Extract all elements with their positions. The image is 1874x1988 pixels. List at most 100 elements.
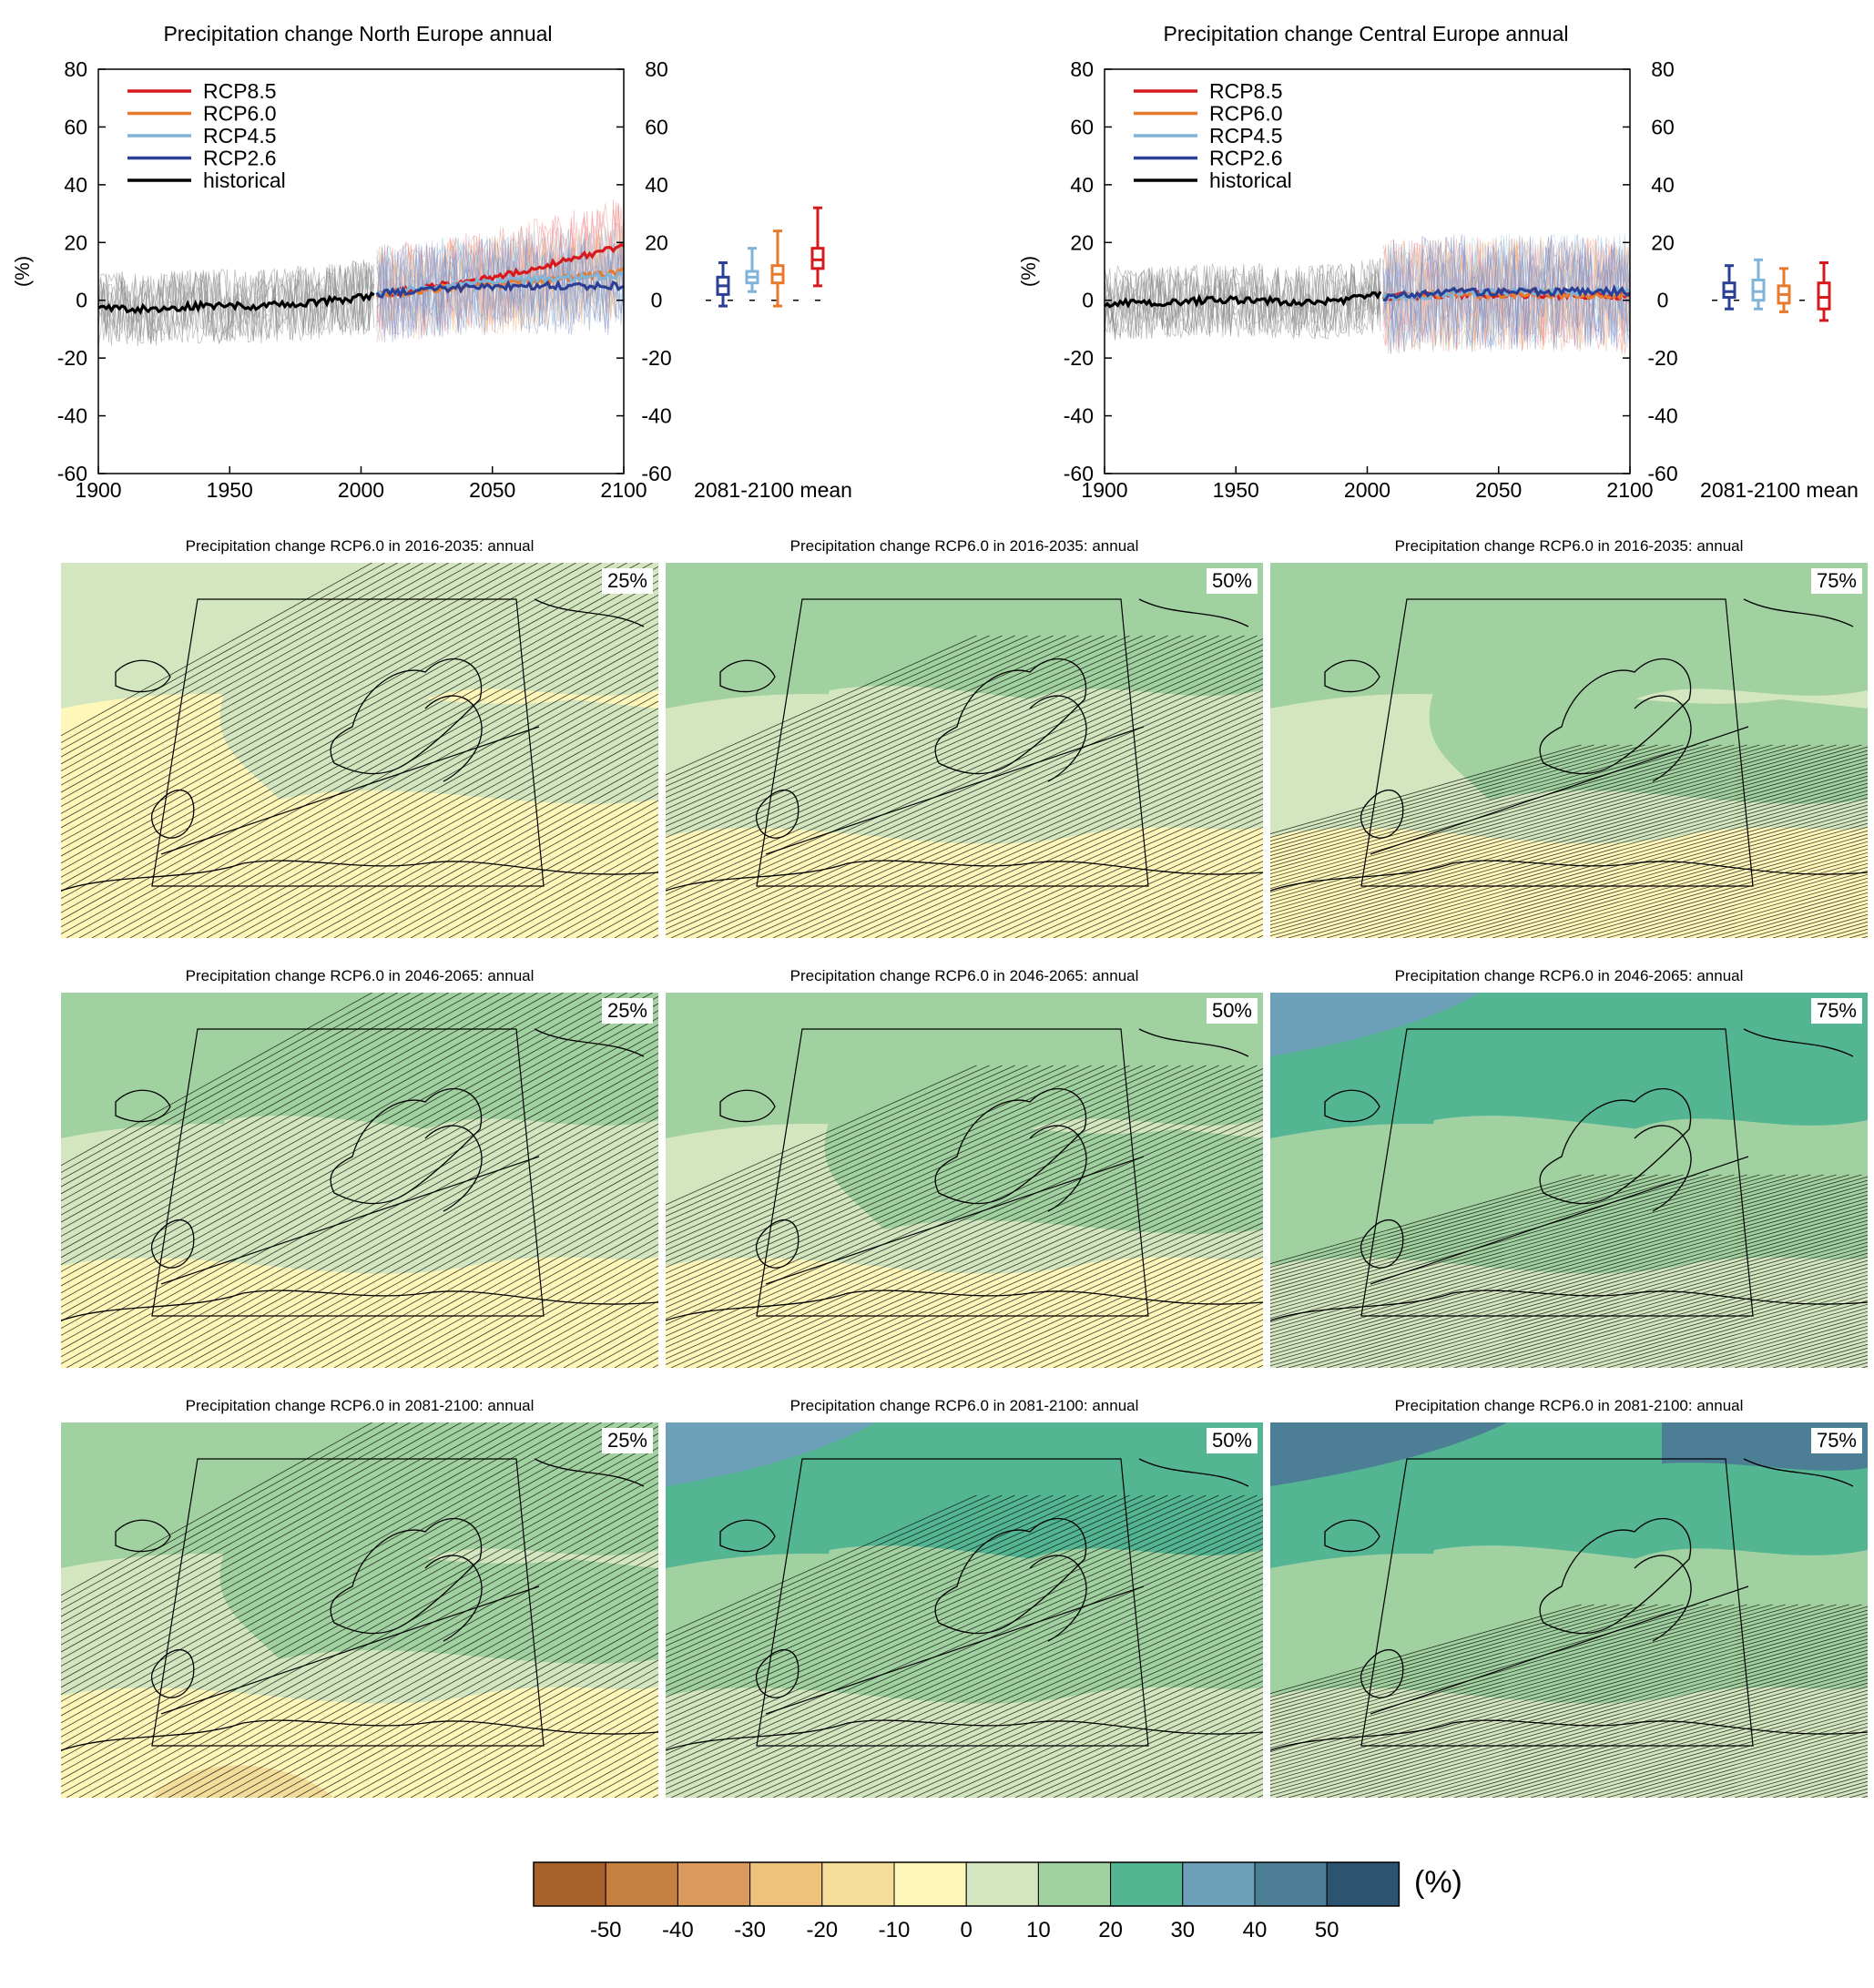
region-boundaries xyxy=(1360,1028,1754,1317)
hatching xyxy=(666,1065,1263,1368)
map-panel-r2-c0: 25% xyxy=(61,1422,658,1798)
y-tick-label: -60 xyxy=(1064,462,1094,485)
percentile-label: 75% xyxy=(1810,998,1862,1024)
ts-title-north: Precipitation change North Europe annual xyxy=(163,22,553,46)
y-tick-label: -40 xyxy=(57,404,87,428)
percentile-label: 75% xyxy=(1810,1428,1862,1453)
colorbar-swatch xyxy=(1326,1861,1400,1907)
colorbar-tick-label: 50 xyxy=(1314,1918,1339,1942)
hatching xyxy=(1270,1174,1868,1368)
region-boundaries xyxy=(756,1458,1149,1747)
colorbar xyxy=(533,1861,1400,1907)
map-title: Precipitation change RCP6.0 in 2016-2035… xyxy=(789,537,1139,555)
coastlines xyxy=(61,1028,658,1321)
coastlines xyxy=(666,1458,1263,1751)
map-title: Precipitation change RCP6.0 in 2081-2100… xyxy=(1394,1397,1744,1414)
precip-region-north xyxy=(61,563,658,709)
map-title: Precipitation change RCP6.0 in 2016-2035… xyxy=(185,537,535,555)
percentile-label: 25% xyxy=(601,568,653,594)
coastlines xyxy=(61,598,658,892)
legend-label: RCP6.0 xyxy=(1209,102,1283,126)
y-tick-label: 60 xyxy=(1070,115,1094,138)
coastlines xyxy=(1270,598,1868,892)
y-tick-label: 80 xyxy=(64,57,87,81)
map-panel-r1-c2: 75% xyxy=(1270,993,1868,1368)
hatching xyxy=(1270,1604,1868,1798)
colorbar-tick-label: -20 xyxy=(806,1918,839,1942)
map-title: Precipitation change RCP6.0 in 2046-2065… xyxy=(185,967,535,984)
colorbar-swatch xyxy=(605,1861,678,1907)
colorbar-swatch xyxy=(965,1861,1039,1907)
y-tick-label: -20 xyxy=(57,346,87,370)
precip-region-south xyxy=(666,1257,1263,1368)
map-title: Precipitation change RCP6.0 in 2016-2035… xyxy=(1394,537,1744,555)
legend-label: historical xyxy=(1209,168,1292,192)
y-tick-label-right: -60 xyxy=(1647,462,1677,485)
colorbar-tick-label: -50 xyxy=(589,1918,622,1942)
legend-label: RCP2.6 xyxy=(203,147,277,170)
percentile-label: 50% xyxy=(1206,568,1258,594)
colorbar-swatch xyxy=(1110,1861,1184,1907)
y-tick-label-right: -20 xyxy=(641,346,671,370)
colorbar-swatch xyxy=(1037,1861,1112,1907)
colorbar-swatch xyxy=(533,1861,606,1907)
map-panel-r2-c1: 50% xyxy=(666,1422,1263,1798)
series-line-rcp26 xyxy=(375,279,625,299)
legend-label: historical xyxy=(203,168,286,192)
legend-label: RCP2.6 xyxy=(1209,147,1283,170)
y-tick-label-right: 20 xyxy=(1651,230,1675,254)
y-tick-label-right: 60 xyxy=(1651,115,1675,138)
y-tick-label-right: 80 xyxy=(645,57,668,81)
coastlines xyxy=(1270,1458,1868,1751)
x-tick-label: 1900 xyxy=(75,478,121,502)
region-boundaries xyxy=(756,1028,1149,1317)
x-tick-label: 1900 xyxy=(1081,478,1127,502)
x-tick-label: 1950 xyxy=(1213,478,1259,502)
x-tick-label: 1950 xyxy=(207,478,253,502)
hatching xyxy=(1270,744,1868,938)
y-tick-label-right: 60 xyxy=(645,115,668,138)
boxplot-axis-label: 2081-2100 mean xyxy=(1700,478,1859,502)
precip-region-northwest xyxy=(1270,563,1452,627)
y-tick-label: -20 xyxy=(1064,346,1094,370)
hatching xyxy=(666,1494,1263,1798)
legend-label: RCP8.5 xyxy=(203,79,277,103)
legend-label: RCP4.5 xyxy=(1209,124,1283,148)
boxplot-rcp60 xyxy=(1777,267,1791,313)
boxplot-rcp85 xyxy=(1817,260,1831,322)
map-panel-r0-c0: 25% xyxy=(61,563,658,938)
precip-region-mid xyxy=(824,686,1263,804)
region-boundaries xyxy=(1360,1458,1754,1747)
map-panel-r1-c0: 25% xyxy=(61,993,658,1368)
colorbar-swatch xyxy=(749,1861,823,1907)
ts-title-central: Precipitation change Central Europe annu… xyxy=(1163,22,1569,46)
series-line-rcp26 xyxy=(1382,284,1631,301)
map-title: Precipitation change RCP6.0 in 2081-2100… xyxy=(789,1397,1139,1414)
coastlines xyxy=(666,598,1263,892)
y-tick-label-right: -40 xyxy=(641,404,671,428)
coastlines xyxy=(61,1458,658,1751)
hatching xyxy=(666,635,1263,938)
region-boundaries xyxy=(1360,598,1754,887)
precip-region-mid xyxy=(1429,686,1868,804)
boxplot-axis-label: 2081-2100 mean xyxy=(694,478,852,502)
y-tick-label-right: 0 xyxy=(651,289,663,312)
region-boundaries xyxy=(756,598,1149,887)
legend-label: RCP6.0 xyxy=(203,102,277,126)
coastlines xyxy=(1270,1028,1868,1321)
region-boundaries xyxy=(151,1458,545,1747)
y-axis-label: (%) xyxy=(11,256,34,287)
precip-region-south xyxy=(666,827,1263,938)
precip-region-mid xyxy=(1429,1545,1868,1664)
colorbar-tick-label: 0 xyxy=(960,1918,973,1942)
y-tick-label-right: 40 xyxy=(1651,173,1675,197)
hatching xyxy=(61,993,658,1368)
x-tick-label: 2000 xyxy=(1344,478,1390,502)
y-tick-label: 20 xyxy=(1070,230,1094,254)
ensemble-spread xyxy=(1104,233,1631,355)
x-tick-label: 2100 xyxy=(1606,478,1653,502)
precip-region-south xyxy=(666,1687,1263,1798)
precip-region-northwest xyxy=(1270,1422,1507,1486)
precip-region-north xyxy=(61,993,658,1138)
